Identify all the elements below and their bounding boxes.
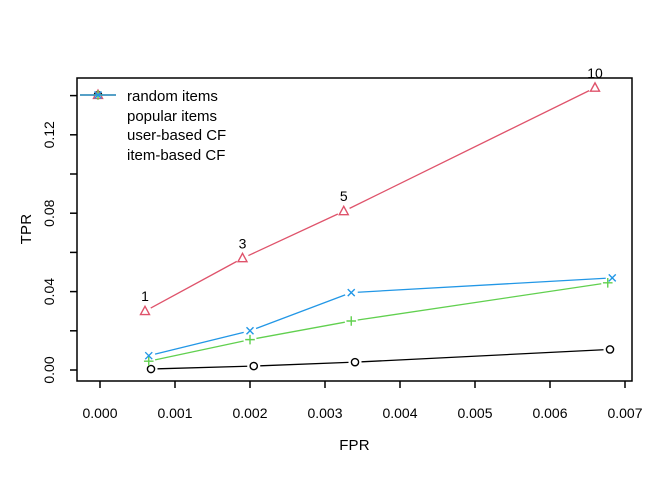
series-segment: [255, 294, 346, 330]
series-segment: [357, 277, 606, 293]
x-tick-label: 0.007: [607, 405, 642, 421]
circle-marker-icon: [605, 345, 615, 354]
y-axis-ticks: 0.00 0.04 0.08 0.12: [41, 94, 77, 384]
series-user-based-CF: [143, 277, 613, 366]
series-item-based-CF: [144, 273, 617, 360]
x-tick-label: 0.002: [232, 405, 267, 421]
triangle-marker-icon: [589, 81, 601, 92]
legend-label: user-based CF: [127, 127, 227, 144]
x-tick-label: 0.004: [382, 405, 417, 421]
plus-marker-icon: [346, 316, 357, 326]
y-axis-title: TPR: [18, 213, 35, 245]
series-segment: [150, 260, 238, 309]
x-tick-label: 0.006: [532, 405, 567, 421]
circle-marker-icon: [249, 361, 259, 371]
series-segment: [154, 331, 244, 355]
y-tick-label: 0.00: [41, 356, 57, 383]
legend-item-popular-items: popular items: [80, 88, 226, 127]
legend-swatch-x-icon: [80, 91, 116, 163]
series-popular-items: 1 3 5 10: [139, 65, 603, 316]
legend-label: random items: [127, 88, 218, 105]
x-tick-label: 0.001: [157, 405, 192, 421]
circle-marker-icon: [350, 357, 360, 367]
series-segment: [357, 283, 602, 321]
plus-marker-icon: [245, 334, 255, 345]
triangle-marker-icon: [236, 251, 249, 263]
series-segment: [157, 365, 248, 370]
y-tick-label: 0.12: [41, 121, 57, 148]
series-segment: [154, 340, 244, 361]
legend: random items popular items user-based CF…: [80, 87, 226, 165]
legend-item-user-based-cf: user-based CF: [80, 90, 227, 146]
legend-label: item-based CF: [127, 146, 226, 164]
triangle-marker-icon: [139, 304, 151, 316]
series-segment: [248, 213, 339, 257]
x-tick-label: 0.000: [82, 405, 117, 421]
x-axis-ticks: 0.000 0.001 0.002 0.003 0.004 0.005 0.006 0.007: [82, 381, 643, 421]
point-label: 1: [141, 288, 149, 304]
triangle-marker-icon: [338, 204, 350, 216]
series-segment: [260, 361, 349, 367]
x-marker-icon: [144, 351, 153, 360]
plot-border: [76, 77, 633, 382]
legend-item-item-based-cf: item-based CF: [80, 91, 226, 166]
legend-label: popular items: [127, 107, 218, 125]
x-marker-icon: [246, 326, 254, 335]
x-marker-icon: [94, 91, 102, 99]
series-random-items: [146, 345, 615, 374]
point-label: 5: [340, 188, 348, 204]
circle-marker-icon: [146, 364, 156, 374]
x-marker-icon: [347, 288, 356, 297]
plus-marker-icon: [143, 356, 154, 366]
series-segment: [256, 321, 345, 340]
point-label: 10: [587, 65, 603, 81]
point-label: 3: [239, 235, 247, 251]
x-axis-title: FPR: [339, 437, 370, 454]
x-tick-label: 0.005: [457, 405, 492, 421]
y-tick-label: 0.04: [41, 278, 57, 305]
series-segment: [349, 90, 590, 209]
legend-swatch-plus-icon: [80, 90, 116, 144]
series-segment: [361, 349, 604, 363]
plus-marker-icon: [602, 277, 613, 288]
legend-swatch-triangle-icon: [80, 88, 116, 124]
y-tick-label: 0.08: [41, 199, 57, 226]
x-tick-label: 0.003: [307, 405, 342, 421]
x-marker-icon: [608, 273, 617, 282]
